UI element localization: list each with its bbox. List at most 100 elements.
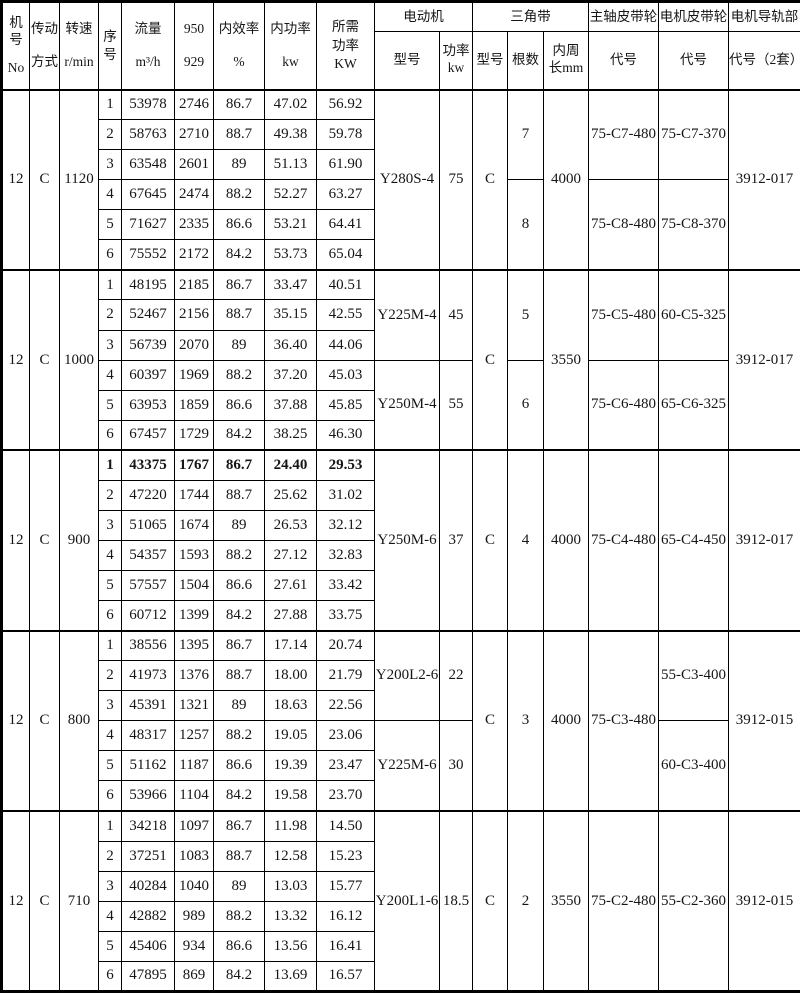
table-row: 5 57557 1504 86.6 27.61 33.42 bbox=[2, 569, 800, 602]
cell-kw: 51.13 bbox=[264, 149, 317, 181]
cell-req: 33.42 bbox=[316, 569, 375, 602]
header-flow-line2: m³/h bbox=[135, 54, 161, 70]
cell-req: 21.79 bbox=[316, 660, 375, 692]
table-row: 3 45391 1321 89 18.63 22.56 bbox=[2, 690, 800, 722]
cell-flow: 38556 bbox=[121, 629, 175, 662]
cell-seq: 5 bbox=[98, 209, 122, 241]
cell-kw: 37.88 bbox=[264, 389, 317, 421]
cell-eff: 86.6 bbox=[213, 569, 265, 602]
cell-belt-count: 6 bbox=[507, 359, 544, 451]
cell-flow: 52467 bbox=[121, 299, 175, 331]
header-machine-no: 机号 No bbox=[1, 1, 30, 90]
cell-belt-length: 4000 bbox=[542, 88, 590, 271]
header-inner-power-line2: kw bbox=[282, 54, 299, 70]
table-row: 2 41973 1376 88.7 18.00 21.79 bbox=[2, 660, 800, 692]
cell-belt-length: 3550 bbox=[542, 268, 590, 451]
cell-eff: 88.7 bbox=[213, 119, 265, 151]
cell-kw: 12.58 bbox=[264, 840, 317, 872]
cell-drive-mode: C bbox=[29, 268, 60, 451]
cell-motor-model: Y250M-4 bbox=[374, 359, 440, 451]
cell-seq: 2 bbox=[98, 660, 122, 692]
header-main-pulley-group: 主轴皮带轮 bbox=[588, 1, 660, 32]
cell-kw: 18.63 bbox=[264, 690, 317, 722]
cell-req: 15.23 bbox=[316, 840, 375, 872]
cell-kw: 11.98 bbox=[264, 809, 317, 842]
cell-kw: 27.12 bbox=[264, 539, 317, 572]
cell-req: 22.56 bbox=[316, 690, 375, 722]
cell-req: 46.30 bbox=[316, 419, 375, 451]
cell-main-pulley: 75-C3-480 bbox=[588, 629, 660, 812]
cell-flow: 47895 bbox=[121, 960, 175, 993]
cell-v950: 2156 bbox=[174, 299, 214, 331]
cell-req: 16.57 bbox=[316, 960, 375, 993]
cell-req: 45.03 bbox=[316, 359, 375, 391]
cell-motor-pulley: 60-C3-400 bbox=[658, 720, 730, 812]
header-machine-no-line2: No bbox=[7, 59, 25, 75]
cell-req: 32.12 bbox=[316, 509, 375, 541]
cell-seq: 6 bbox=[98, 960, 122, 993]
header-belt-group: 三角带 bbox=[471, 1, 590, 32]
cell-kw: 36.40 bbox=[264, 329, 317, 361]
cell-speed: 1000 bbox=[59, 268, 99, 451]
header-rail-group: 电机导轨部 bbox=[728, 1, 800, 32]
header-belt-model: 型号 bbox=[472, 31, 508, 90]
cell-req: 23.47 bbox=[316, 750, 375, 782]
cell-machine-no: 12 bbox=[1, 88, 30, 271]
table-row: 2 47220 1744 88.7 25.62 31.02 bbox=[2, 479, 800, 511]
cell-motor-pulley: 60-C5-325 bbox=[658, 268, 730, 361]
header-speed: 转速 r/min bbox=[59, 1, 99, 90]
cell-seq: 3 bbox=[98, 329, 122, 361]
cell-flow: 42882 bbox=[121, 900, 175, 932]
cell-seq: 3 bbox=[98, 149, 122, 181]
cell-v950: 2172 bbox=[174, 239, 214, 271]
table-row: 5 71627 2335 86.6 53.21 64.41 bbox=[2, 209, 800, 241]
cell-rail: 3912-017 bbox=[728, 449, 800, 632]
cell-flow: 60712 bbox=[121, 600, 175, 632]
cell-eff: 88.2 bbox=[213, 720, 265, 752]
cell-v950: 2601 bbox=[174, 149, 214, 181]
cell-flow: 67645 bbox=[121, 179, 175, 211]
cell-speed: 900 bbox=[59, 449, 99, 632]
cell-motor-model: Y250M-6 bbox=[374, 449, 440, 632]
cell-eff: 84.2 bbox=[213, 780, 265, 812]
cell-v950: 1257 bbox=[174, 720, 214, 752]
cell-seq: 1 bbox=[98, 629, 122, 662]
cell-v950: 1969 bbox=[174, 359, 214, 391]
cell-belt-length: 3550 bbox=[542, 810, 590, 992]
header-950: 950 bbox=[183, 20, 205, 36]
cell-seq: 3 bbox=[98, 690, 122, 722]
cell-seq: 5 bbox=[98, 389, 122, 421]
cell-belt-model: C bbox=[472, 88, 508, 271]
cell-motor-model: Y280S-4 bbox=[374, 88, 440, 271]
cell-req: 64.41 bbox=[316, 209, 375, 241]
header-eff-line2: % bbox=[233, 54, 245, 70]
cell-seq: 1 bbox=[98, 449, 122, 481]
header-required-power: 所需 功率 KW bbox=[316, 1, 375, 90]
cell-kw: 38.25 bbox=[264, 419, 317, 451]
table-row: 6 47895 869 84.2 13.69 16.57 bbox=[2, 960, 800, 993]
cell-flow: 43375 bbox=[121, 449, 175, 481]
cell-req: 23.70 bbox=[316, 780, 375, 812]
header-speed-line1: 转速 bbox=[65, 20, 93, 36]
header-drive-line1: 传动 bbox=[31, 20, 58, 36]
header-seq: 序号 bbox=[98, 1, 122, 90]
cell-eff: 86.7 bbox=[213, 88, 265, 121]
cell-seq: 5 bbox=[98, 930, 122, 962]
cell-eff: 86.6 bbox=[213, 750, 265, 782]
cell-seq: 1 bbox=[98, 809, 122, 842]
header-rail-code: 代号（2套） bbox=[728, 31, 800, 90]
cell-eff: 88.2 bbox=[213, 359, 265, 391]
cell-main-pulley: 75-C2-480 bbox=[588, 810, 660, 992]
header-belt-length-line1: 内周 bbox=[552, 43, 580, 59]
cell-motor-pulley: 75-C8-370 bbox=[658, 179, 730, 271]
cell-v950: 1321 bbox=[174, 690, 214, 722]
cell-req: 16.41 bbox=[316, 930, 375, 962]
cell-seq: 2 bbox=[98, 840, 122, 872]
cell-main-pulley: 75-C7-480 bbox=[588, 88, 660, 181]
cell-eff: 89 bbox=[213, 149, 265, 181]
cell-rail: 3912-017 bbox=[728, 88, 800, 271]
cell-flow: 53966 bbox=[121, 780, 175, 812]
cell-req: 65.04 bbox=[316, 239, 375, 271]
header-seq-line1: 序 bbox=[103, 28, 117, 44]
